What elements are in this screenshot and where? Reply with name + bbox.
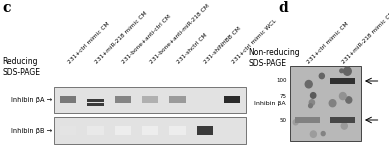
Bar — [114, 96, 131, 103]
Circle shape — [340, 93, 346, 100]
Text: Non-reducing
SDS-PAGE: Non-reducing SDS-PAGE — [249, 48, 300, 68]
Bar — [54, 87, 246, 112]
Circle shape — [310, 93, 316, 98]
Text: Reducing
SDS-PAGE: Reducing SDS-PAGE — [2, 57, 40, 77]
Text: 231+miR-218 mimic CM: 231+miR-218 mimic CM — [94, 10, 148, 64]
Circle shape — [319, 73, 324, 79]
Bar — [196, 126, 213, 135]
Text: 231+ctrl mimic CM: 231+ctrl mimic CM — [306, 21, 349, 64]
Circle shape — [321, 132, 325, 136]
Text: 231+ctrl mimic CM: 231+ctrl mimic CM — [67, 21, 110, 64]
Text: 231-bone+anti-miR-218 CM: 231-bone+anti-miR-218 CM — [149, 3, 210, 64]
Bar — [169, 96, 186, 103]
Circle shape — [343, 67, 351, 75]
Circle shape — [308, 104, 312, 108]
Bar — [87, 103, 103, 106]
Bar — [295, 117, 320, 123]
Circle shape — [346, 97, 352, 103]
Circle shape — [340, 69, 343, 73]
Text: 231+miR-218 mimic CM: 231+miR-218 mimic CM — [342, 10, 389, 64]
Bar — [60, 96, 76, 103]
Circle shape — [305, 81, 312, 88]
Text: 231-shINHBB CM: 231-shINHBB CM — [203, 26, 242, 64]
Bar — [114, 126, 131, 135]
Circle shape — [329, 100, 336, 107]
Text: 75: 75 — [280, 93, 287, 99]
Bar — [87, 99, 103, 102]
Circle shape — [341, 123, 347, 129]
Bar — [330, 78, 355, 84]
Text: Inhibin βB →: Inhibin βB → — [11, 128, 52, 134]
Bar — [224, 96, 240, 103]
Text: 231-bone+anti-ctrl CM: 231-bone+anti-ctrl CM — [121, 14, 172, 64]
Text: 231+ctrl mimic WCL: 231+ctrl mimic WCL — [231, 18, 277, 64]
Bar — [330, 117, 355, 123]
Bar — [289, 66, 361, 141]
Circle shape — [309, 100, 315, 105]
Text: 231-shctrl CM: 231-shctrl CM — [176, 32, 209, 64]
Text: Inhibin βA: Inhibin βA — [254, 101, 286, 106]
Circle shape — [293, 120, 298, 125]
Text: 50: 50 — [280, 117, 287, 123]
Text: Inhibin βA →: Inhibin βA → — [11, 97, 52, 103]
Bar — [87, 126, 103, 135]
Text: c: c — [2, 2, 11, 15]
Bar — [142, 96, 158, 103]
Bar — [169, 126, 186, 135]
Circle shape — [310, 131, 316, 137]
Text: d: d — [278, 2, 288, 15]
Bar — [54, 117, 246, 144]
Bar — [60, 126, 76, 135]
Bar — [142, 126, 158, 135]
Text: 100: 100 — [276, 78, 287, 84]
